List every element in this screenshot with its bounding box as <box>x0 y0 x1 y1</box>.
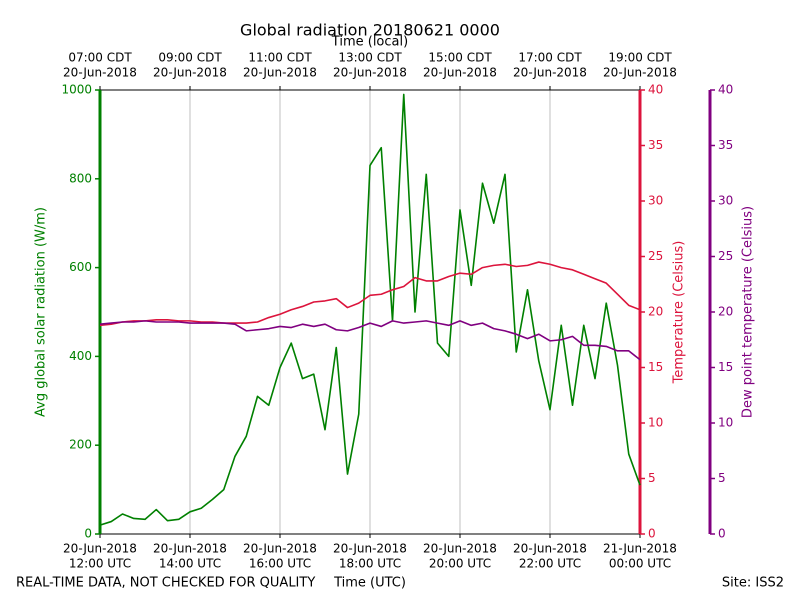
x2-tick-label: 20-Jun-2018 <box>603 66 677 80</box>
x2-tick-label: 20-Jun-2018 <box>513 66 587 80</box>
y2-tick-label: 10 <box>648 416 663 430</box>
x2-tick-label: 20-Jun-2018 <box>423 66 497 80</box>
x-tick-label: 20-Jun-2018 <box>423 542 497 556</box>
x2-tick-label: 20-Jun-2018 <box>153 66 227 80</box>
y-axis-label: Avg global solar radiation (W/m) <box>34 207 49 417</box>
y-tick-label: 0 <box>84 527 92 541</box>
series-line <box>99 320 641 361</box>
x-tick-label: 20-Jun-2018 <box>513 542 587 556</box>
y2-tick-label: 25 <box>648 249 663 263</box>
y2-tick-label: 40 <box>648 83 663 97</box>
y2-tick-label: 20 <box>648 305 663 319</box>
chart-title: Global radiation 20180621 0000 <box>240 21 500 40</box>
x2-tick-label: 11:00 CDT <box>248 51 312 65</box>
y3-tick-label: 10 <box>718 416 733 430</box>
y3-tick-label: 30 <box>718 194 733 208</box>
x-tick-label: 00:00 UTC <box>609 557 671 571</box>
y3-tick-label: 5 <box>718 471 726 485</box>
y-tick-label: 600 <box>69 260 92 274</box>
x-tick-label: 20-Jun-2018 <box>243 542 317 556</box>
x-tick-label: 22:00 UTC <box>519 557 581 571</box>
x-tick-label: 20-Jun-2018 <box>63 542 137 556</box>
x-tick-label: 18:00 UTC <box>339 557 401 571</box>
y3-tick-label: 20 <box>718 305 733 319</box>
x2-axis-label: Time (local) <box>331 35 408 50</box>
y2-tick-label: 30 <box>648 194 663 208</box>
series-line <box>99 93 641 526</box>
y2-tick-label: 15 <box>648 360 663 374</box>
x-tick-label: 20-Jun-2018 <box>333 542 407 556</box>
x-tick-label: 20:00 UTC <box>429 557 491 571</box>
y-tick-label: 800 <box>69 171 92 185</box>
y3-tick-label: 0 <box>718 527 726 541</box>
x-tick-label: 16:00 UTC <box>249 557 311 571</box>
y-tick-label: 200 <box>69 438 92 452</box>
y3-tick-label: 25 <box>718 249 733 263</box>
x-tick-label: 14:00 UTC <box>159 557 221 571</box>
x-tick-label: 12:00 UTC <box>69 557 131 571</box>
x2-tick-label: 09:00 CDT <box>158 51 222 65</box>
x2-tick-label: 20-Jun-2018 <box>243 66 317 80</box>
y3-tick-label: 35 <box>718 138 733 152</box>
y3-axis-label: Dew point temperature (Celsius) <box>741 206 756 418</box>
x-tick-label: 20-Jun-2018 <box>153 542 227 556</box>
y-tick-label: 400 <box>69 349 92 363</box>
y2-tick-label: 5 <box>648 471 656 485</box>
x2-tick-label: 07:00 CDT <box>68 51 132 65</box>
y3-tick-label: 15 <box>718 360 733 374</box>
x-tick-label: 21-Jun-2018 <box>603 542 677 556</box>
x2-tick-label: 20-Jun-2018 <box>333 66 407 80</box>
y2-tick-label: 35 <box>648 138 663 152</box>
y2-tick-label: 0 <box>648 527 656 541</box>
y3-tick-label: 40 <box>718 83 733 97</box>
x2-tick-label: 20-Jun-2018 <box>63 66 137 80</box>
x-axis-label: Time (UTC) <box>333 576 406 591</box>
x2-tick-label: 15:00 CDT <box>428 51 492 65</box>
y2-axis-label: Temperature (Celsius) <box>672 241 687 385</box>
y-tick-label: 1000 <box>61 83 92 97</box>
x2-tick-label: 17:00 CDT <box>518 51 582 65</box>
site-label: Site: ISS2 <box>722 576 784 591</box>
x2-tick-label: 13:00 CDT <box>338 51 402 65</box>
series-line <box>99 261 641 327</box>
x2-tick-label: 19:00 CDT <box>608 51 672 65</box>
footer-note: REAL-TIME DATA, NOT CHECKED FOR QUALITY <box>16 576 315 591</box>
